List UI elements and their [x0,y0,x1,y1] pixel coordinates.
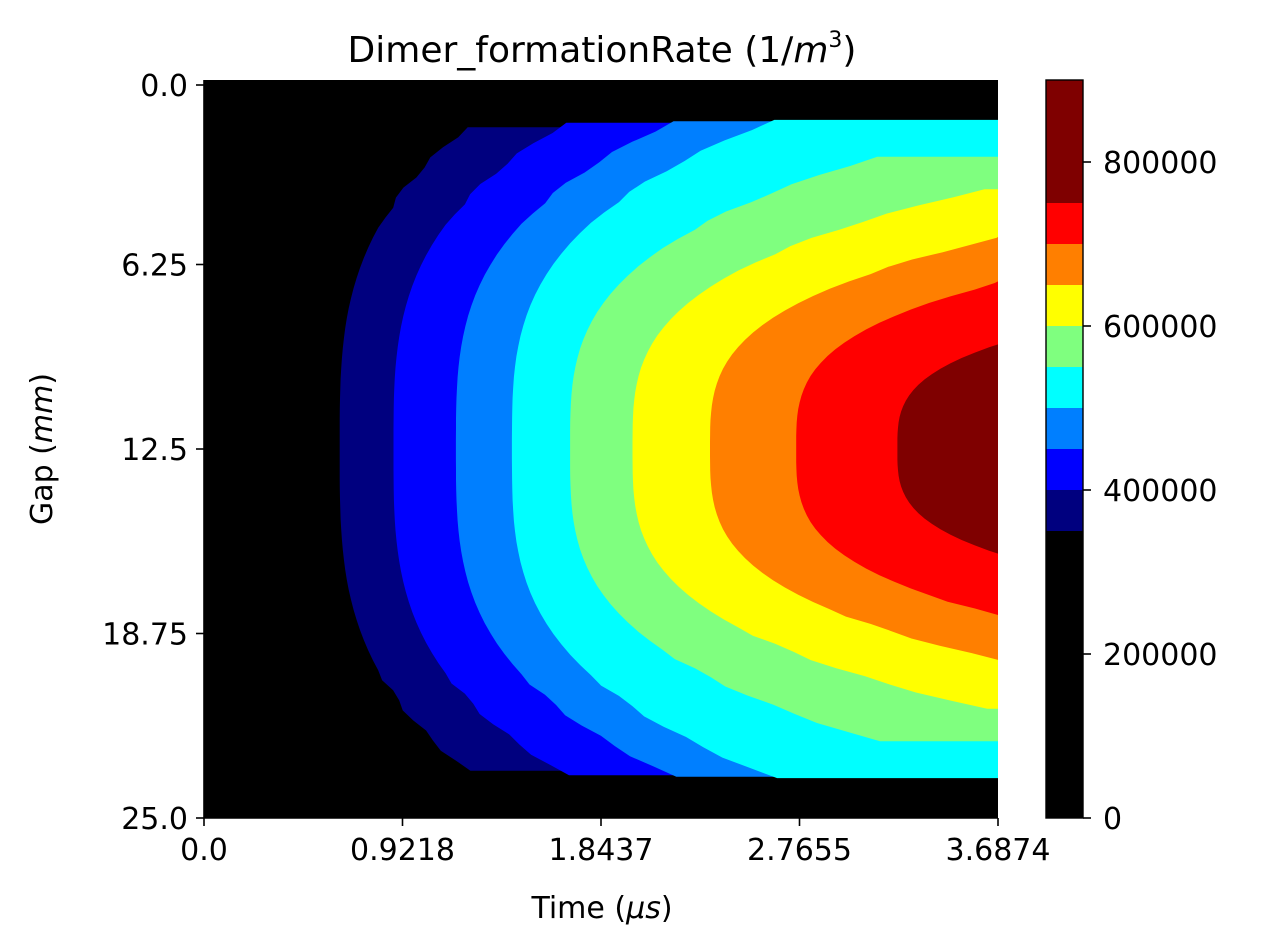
colorbar-tick-label: 200000 [1103,638,1218,673]
chart-title: Dimer_formationRate (1/m3) [348,28,857,71]
contour-plot-area [204,80,998,818]
colorbar-segment [1046,244,1083,285]
colorbar-tick-label: 800000 [1103,146,1218,181]
x-tick-label: 0.0 [180,833,228,868]
colorbar-segment [1046,531,1083,818]
colorbar-tick-label: 600000 [1103,310,1218,345]
colorbar-segment [1046,408,1083,449]
colorbar-segment [1046,80,1083,203]
colorbar-tick-label: 0 [1103,802,1122,837]
colorbar-segment [1046,367,1083,408]
y-tick-label: 25.0 [121,802,188,837]
colorbar-segment [1046,449,1083,490]
x-tick-label: 0.9218 [350,833,455,868]
colorbar-segment [1046,203,1083,244]
x-tick-label: 1.8437 [549,833,654,868]
y-axis-label: Gap (mm) [25,373,60,525]
colorbar [1046,80,1083,818]
colorbar-segment [1046,490,1083,531]
colorbar-segment [1046,326,1083,367]
contour-fill-layer [339,119,998,779]
colorbar-frame [1045,79,1084,819]
y-tick-label: 6.25 [121,249,188,284]
y-tick-label: 18.75 [102,618,188,653]
y-tick-label: 12.5 [121,433,188,468]
colorbar-tick-label: 400000 [1103,474,1218,509]
y-axis-ticks: 0.0 6.25 12.5 18.75 25.0 [102,69,204,837]
colorbar-ticks: 0 200000 400000 600000 800000 [1083,146,1218,837]
colorbar-segment [1046,285,1083,326]
x-axis-ticks: 0.0 0.9218 1.8437 2.7655 3.6874 [180,818,1050,868]
contour-band-750000 [897,344,998,554]
x-tick-label: 2.7655 [747,833,852,868]
y-tick-label: 0.0 [140,69,188,104]
x-tick-label: 3.6874 [946,833,1051,868]
x-axis-label: Time (μs) [530,891,672,926]
